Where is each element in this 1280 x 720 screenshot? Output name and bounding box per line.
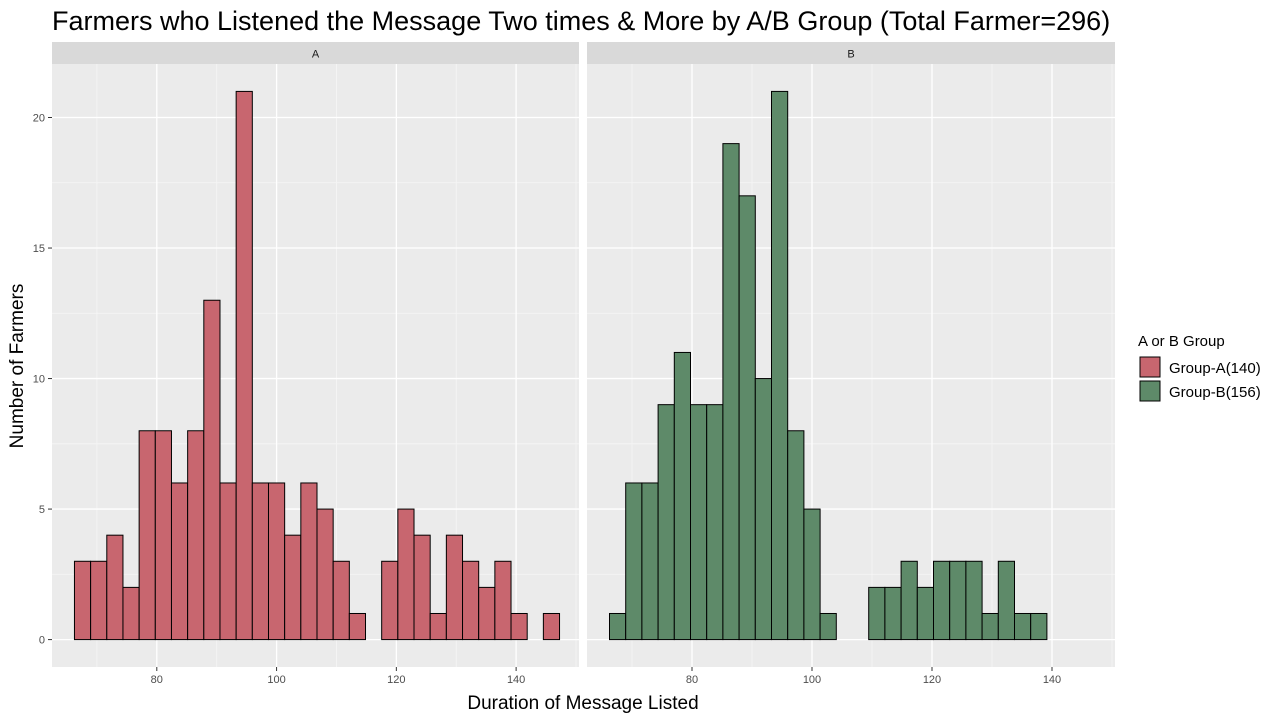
histogram-bar	[542, 612, 561, 641]
histogram-bar	[868, 586, 886, 641]
histogram-bar	[381, 560, 399, 641]
histogram-bar	[332, 560, 350, 641]
histogram-bar	[641, 482, 659, 641]
histogram-bar	[884, 586, 902, 641]
histogram-bar	[787, 430, 805, 641]
histogram-bar	[1030, 612, 1048, 641]
panel-a: A 80 100 120 140	[52, 42, 579, 686]
histogram-bar	[284, 534, 302, 641]
histogram-bar	[219, 482, 237, 641]
histogram-bar	[494, 560, 512, 641]
histogram-bar	[965, 560, 983, 641]
histogram-bar	[997, 560, 1015, 641]
histogram-bar	[429, 612, 447, 641]
y-tick-label: 10	[33, 374, 45, 386]
x-tick-label: 140	[1043, 674, 1061, 686]
panel-a-x-ticks: 80 100 120 140	[151, 667, 525, 686]
histogram-bar	[187, 430, 205, 641]
legend-label-group-a: Group-A(140)	[1169, 360, 1261, 377]
histogram-bar	[949, 560, 967, 641]
histogram-bar	[445, 534, 464, 641]
panel-b-strip-label: B	[847, 49, 854, 61]
panel-b: B 80 100 120 140	[587, 42, 1115, 686]
legend-title: A or B Group	[1138, 333, 1225, 350]
histogram-bar	[722, 143, 740, 641]
histogram-bar	[170, 482, 189, 641]
histogram-bar	[738, 195, 756, 641]
histogram-bar	[933, 560, 951, 641]
panel-b-bars	[609, 90, 1048, 641]
histogram-bar	[900, 560, 918, 641]
histogram-bar	[478, 586, 496, 641]
histogram-bar	[981, 612, 999, 641]
histogram-bar	[397, 508, 415, 641]
histogram-bar	[510, 612, 528, 641]
histogram-bar	[251, 482, 269, 641]
histogram-bar	[300, 482, 318, 641]
histogram-bar	[625, 482, 643, 641]
histogram-bar	[203, 299, 221, 641]
histogram-bar	[348, 612, 367, 641]
histogram-bar	[771, 90, 789, 641]
panel-a-bars	[73, 90, 561, 641]
histogram-bar	[122, 586, 140, 641]
x-tick-label: 120	[923, 674, 941, 686]
x-tick-label: 120	[387, 674, 405, 686]
x-tick-label: 140	[507, 674, 525, 686]
histogram-bar	[706, 404, 724, 641]
histogram-bar	[690, 404, 708, 641]
histogram-bar	[73, 560, 92, 641]
legend-label-group-b: Group-B(156)	[1169, 384, 1261, 401]
x-tick-label: 100	[267, 674, 285, 686]
histogram-bar	[90, 560, 108, 641]
x-tick-label: 100	[803, 674, 821, 686]
y-tick-label: 15	[33, 243, 45, 255]
panel-b-grid	[587, 64, 1115, 667]
histogram-bar	[154, 430, 172, 641]
histogram-bar	[462, 560, 480, 641]
histogram-bar	[819, 612, 837, 641]
histogram-bar	[673, 351, 691, 641]
legend: A or B Group Group-A(140) Group-B(156)	[1138, 333, 1261, 402]
histogram-bar	[803, 508, 821, 641]
panel-a-strip-label: A	[312, 49, 320, 61]
y-tick-label: 0	[39, 635, 45, 647]
histogram-bar	[609, 612, 627, 641]
histogram-bar	[413, 534, 431, 641]
x-tick-label: 80	[686, 674, 698, 686]
histogram-bar	[138, 430, 156, 641]
histogram-bar	[754, 378, 772, 641]
panel-a-strip	[52, 42, 579, 64]
y-tick-label: 5	[39, 504, 45, 516]
x-tick-label: 80	[151, 674, 163, 686]
histogram-bar	[267, 482, 286, 641]
legend-swatch-group-a	[1139, 356, 1161, 378]
histogram-bar	[657, 404, 675, 641]
histogram-bar	[316, 508, 334, 641]
panel-b-x-ticks: 80 100 120 140	[686, 667, 1061, 686]
y-axis-label: Number of Farmers	[7, 284, 28, 449]
histogram-bar	[235, 90, 253, 641]
legend-swatch-group-b	[1139, 380, 1161, 402]
histogram-bar	[916, 586, 934, 641]
chart-title: Farmers who Listened the Message Two tim…	[52, 6, 1110, 36]
histogram-bar	[106, 534, 124, 641]
y-tick-label: 20	[33, 113, 45, 125]
panel-b-strip	[587, 42, 1115, 64]
histogram-bar	[1014, 612, 1032, 641]
y-axis-ticks: 0 5 10 15 20	[33, 113, 52, 647]
x-axis-label: Duration of Message Listed	[467, 693, 698, 714]
